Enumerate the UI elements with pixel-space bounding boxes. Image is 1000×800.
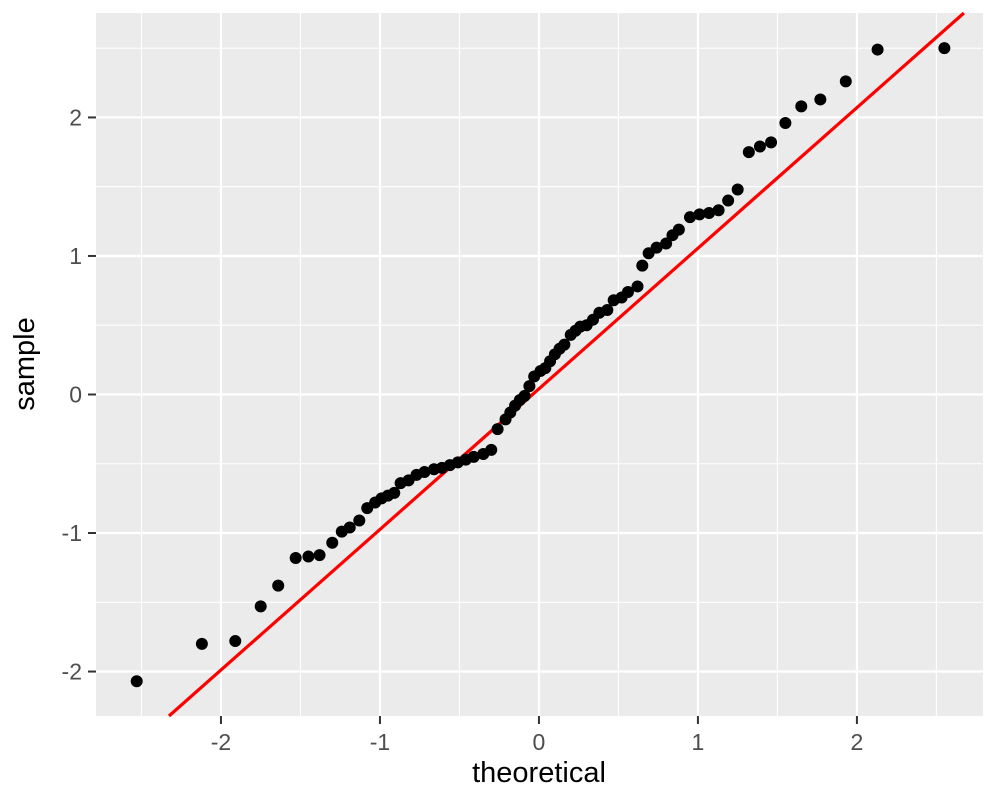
data-point [703, 207, 716, 220]
data-point [485, 443, 498, 456]
data-point [753, 140, 766, 153]
y-axis-tick-label: -1 [62, 520, 82, 546]
grid-major-lines [96, 13, 983, 716]
data-point [742, 146, 755, 159]
data-point [672, 223, 685, 236]
data-point [722, 194, 735, 207]
data-point [272, 579, 285, 592]
data-point [518, 389, 531, 402]
data-point [302, 550, 315, 563]
y-axis-tick-label: 0 [69, 381, 82, 407]
data-point [636, 259, 649, 272]
data-point [765, 136, 778, 149]
data-point [326, 536, 339, 549]
data-point [254, 600, 267, 613]
x-axis-tick-label: -1 [370, 729, 390, 755]
data-point [130, 675, 143, 688]
scatter-points [130, 42, 951, 688]
data-point [491, 423, 504, 436]
x-axis-tick-label: 2 [851, 729, 864, 755]
data-point [621, 285, 634, 298]
data-point [871, 43, 884, 56]
data-point [779, 116, 792, 129]
data-point [814, 93, 827, 106]
y-axis-title: sample [9, 317, 41, 411]
y-axis-tick-label: -2 [62, 659, 82, 685]
data-point [683, 211, 696, 224]
axis-tick-labels: -2 -1 0 1 2 -2 -1 0 1 2 [62, 104, 864, 755]
data-point [353, 514, 366, 527]
data-point [343, 521, 356, 534]
axis-tick-marks [88, 116, 858, 724]
x-axis-tick-label: -2 [211, 729, 231, 755]
data-point [229, 635, 242, 648]
data-point [839, 75, 852, 88]
data-point [631, 280, 644, 293]
y-axis-tick-label: 2 [69, 104, 82, 130]
data-point [195, 637, 208, 650]
x-axis-title: theoretical [472, 757, 606, 789]
data-point [523, 380, 536, 393]
data-point [289, 551, 302, 564]
data-point [313, 549, 326, 562]
data-point [712, 204, 725, 217]
x-axis-tick-label: 1 [692, 729, 705, 755]
x-axis-tick-label: 0 [533, 729, 546, 755]
data-point [388, 486, 401, 499]
y-axis-tick-label: 1 [69, 243, 82, 269]
data-point [601, 303, 614, 316]
data-point [795, 100, 808, 113]
qq-reference-line [167, 11, 965, 718]
data-point [558, 338, 571, 351]
data-point [467, 450, 480, 463]
data-point [693, 208, 706, 221]
data-point [938, 42, 951, 55]
data-point [660, 237, 673, 250]
data-point [418, 466, 431, 479]
data-point [650, 241, 663, 254]
data-point [731, 183, 744, 196]
